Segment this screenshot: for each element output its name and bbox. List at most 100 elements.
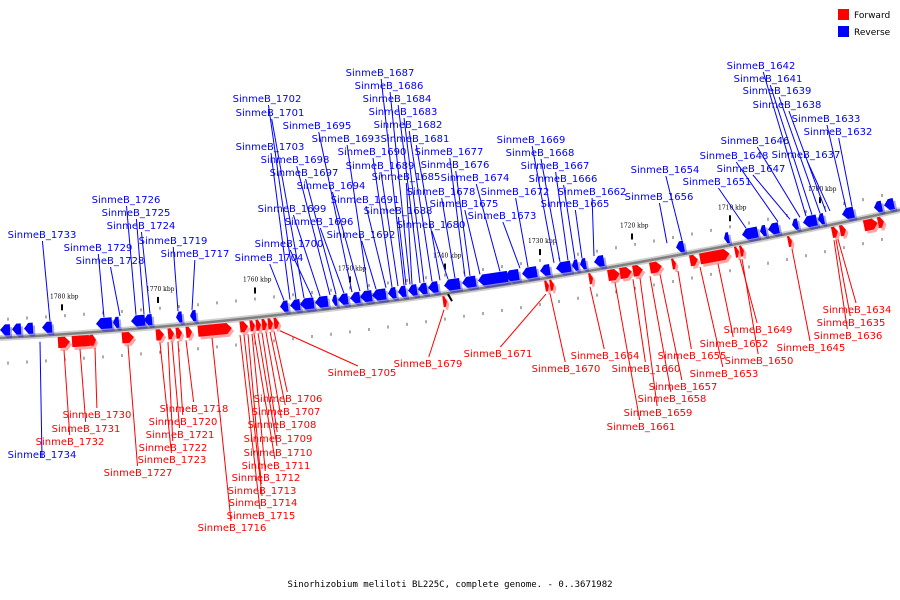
forward-gene-arrow-body xyxy=(71,334,94,348)
reverse-gene-arrow-body xyxy=(874,200,883,213)
label-leader xyxy=(380,171,399,287)
forward-gene-arrow-shadow xyxy=(691,257,701,269)
label-leader xyxy=(261,332,278,433)
label-leader xyxy=(191,259,196,310)
forward-gene-arrow-shadow xyxy=(269,321,276,333)
legend-forward-label: Forward xyxy=(854,11,890,21)
reverse-gene-arrow-body xyxy=(572,259,579,271)
reverse-gene-arrow xyxy=(724,232,733,246)
reverse-gene-arrow xyxy=(792,218,802,233)
gene-label: SinmeB_1670 xyxy=(532,364,601,375)
forward-gene-arrow-body xyxy=(733,246,739,258)
label-leader xyxy=(531,145,555,263)
gene-label: SinmeB_1665 xyxy=(541,199,610,210)
reverse-gene-arrow-shadow xyxy=(582,260,590,273)
reverse-gene-arrow-body xyxy=(300,297,315,310)
reverse-gene-arrow-shadow xyxy=(430,283,442,296)
gene-label: SinmeB_1720 xyxy=(149,417,218,428)
reverse-gene-arrow xyxy=(540,264,554,279)
forward-gene-arrow-shadow xyxy=(241,323,251,336)
label-leader xyxy=(428,309,445,358)
reverse-gene-arrow xyxy=(478,270,511,289)
gene-label: SinmeB_1636 xyxy=(814,331,883,342)
gene-label: SinmeB_1664 xyxy=(571,351,640,362)
forward-gene-arrow xyxy=(786,235,795,250)
gene-label: SinmeB_1642 xyxy=(727,61,796,72)
label-leader xyxy=(271,118,305,299)
reverse-gene-arrow-body xyxy=(280,300,289,312)
label-leader xyxy=(257,333,278,447)
forward-gene-arrow-body xyxy=(239,321,248,333)
forward-gene-arrow-shadow xyxy=(736,249,742,261)
reverse-gene-arrow xyxy=(42,321,55,336)
forward-gene-arrow-body xyxy=(688,254,698,267)
reverse-gene-arrow xyxy=(360,290,375,305)
forward-gene-arrow-shadow xyxy=(546,283,552,295)
forward-gene-arrow-body xyxy=(273,317,279,329)
gene-label: SinmeB_1692 xyxy=(327,230,396,241)
reverse-gene-arrow-body xyxy=(556,260,572,274)
forward-gene-arrow xyxy=(876,216,887,231)
gene-label: SinmeB_1708 xyxy=(248,420,317,431)
forward-gene-arrow-body xyxy=(607,269,620,282)
gene-label: SinmeB_1729 xyxy=(64,243,133,254)
label-leader xyxy=(273,331,288,393)
label-leader xyxy=(380,78,405,286)
reverse-gene-arrow-shadow xyxy=(794,220,802,233)
reverse-gene-arrow-body xyxy=(315,295,329,308)
gene-label: SinmeB_1632 xyxy=(804,127,873,138)
label-leader xyxy=(79,349,87,423)
gene-label: SinmeB_1705 xyxy=(328,368,397,379)
gene-label: SinmeB_1639 xyxy=(743,86,812,97)
label-leader xyxy=(405,182,413,285)
label-leader xyxy=(41,240,51,322)
gene-label: SinmeB_1684 xyxy=(363,94,432,105)
forward-gene-arrow-shadow xyxy=(590,275,596,287)
tick-label: 1730 kbp xyxy=(528,238,557,245)
forward-gene-arrow-body xyxy=(649,261,662,274)
forward-gene-arrow xyxy=(197,323,235,340)
reverse-gene-arrow-body xyxy=(724,232,730,244)
reverse-gene-arrow-shadow xyxy=(362,292,375,305)
reverse-gene-arrow-shadow xyxy=(302,300,317,313)
gene-label: SinmeB_1633 xyxy=(792,114,861,125)
forward-gene-arrow-body xyxy=(544,280,549,292)
reverse-gene-arrow xyxy=(190,310,199,325)
gene-label: SinmeB_1677 xyxy=(415,147,484,158)
reverse-gene-arrow xyxy=(372,288,389,304)
reverse-gene-arrow xyxy=(144,313,155,329)
forward-gene-arrow xyxy=(249,320,258,335)
forward-gene-arrow-shadow xyxy=(169,331,177,343)
reverse-gene-arrow-shadow xyxy=(744,229,762,242)
forward-gene-arrow xyxy=(167,328,177,343)
gene-label: SinmeB_1712 xyxy=(232,473,301,484)
reverse-gene-arrow-shadow xyxy=(524,268,541,282)
forward-gene-arrow xyxy=(838,224,849,239)
reverse-gene-arrow xyxy=(594,254,608,270)
forward-gene-arrow-body xyxy=(671,258,676,270)
label-leader xyxy=(441,197,456,279)
forward-gene-arrow-shadow xyxy=(841,227,849,239)
gene-label: SinmeB_1710 xyxy=(244,448,313,459)
reverse-gene-arrow-shadow xyxy=(420,285,431,297)
reverse-gene-arrow-shadow xyxy=(317,298,331,311)
forward-gene-arrow-body xyxy=(167,328,174,340)
forward-gene-arrow xyxy=(862,218,881,234)
reverse-gene-arrow-shadow xyxy=(507,271,523,284)
gene-label: SinmeB_1727 xyxy=(104,468,173,479)
gene-label: SinmeB_1719 xyxy=(139,236,208,247)
tick-label: 1700 kbp xyxy=(808,186,837,193)
forward-gene-arrow-shadow xyxy=(879,219,887,231)
reverse-gene-arrow-shadow xyxy=(542,266,554,279)
reverse-gene-arrow xyxy=(884,198,898,213)
label-leader xyxy=(614,282,641,421)
reverse-gene-arrow xyxy=(522,266,541,282)
gene-label: SinmeB_1667 xyxy=(521,161,590,172)
reverse-gene-arrow-body xyxy=(522,266,538,279)
reverse-gene-arrow-body xyxy=(408,284,418,296)
forward-gene-arrow-shadow xyxy=(59,339,73,351)
label-leader xyxy=(172,246,179,312)
label-leader xyxy=(159,342,172,454)
gene-label: SinmeB_1731 xyxy=(52,424,121,435)
gene-label: SinmeB_1716 xyxy=(198,523,267,534)
